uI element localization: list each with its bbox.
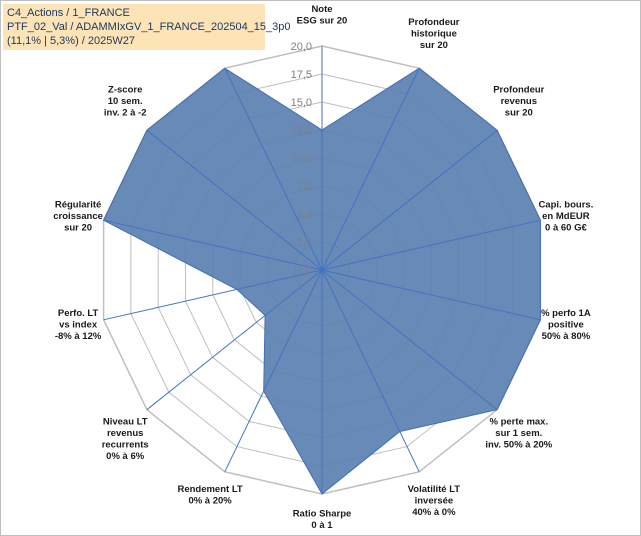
axis-label-line: croissance xyxy=(53,211,103,222)
axis-label: Régularité croissance sur 20 xyxy=(53,200,103,234)
axis-label-line: revenus xyxy=(107,428,143,439)
axis-label-line: Note xyxy=(311,4,332,15)
tick-label: 17,5 xyxy=(291,69,312,81)
chart-title-box: C4_Actions / 1_FRANCE PTF_02_Val / ADAMM… xyxy=(3,4,291,50)
axis-label: Volatilité LT inversée 40% à 0% xyxy=(408,484,461,518)
axis-label-line: Capi. bours. xyxy=(538,200,593,211)
tick-label: 15,0 xyxy=(291,97,312,109)
axis-label-line: Profondeur xyxy=(493,85,544,96)
axis-label-line: Profondeur xyxy=(408,17,459,28)
spoke-axis xyxy=(321,67,420,271)
axis-label-line: inv. 50% à 20% xyxy=(485,439,552,450)
spoke-axis xyxy=(103,269,323,321)
tick-label: 2,5 xyxy=(297,237,312,249)
tick-label: 7,5 xyxy=(297,181,312,193)
tick-label: 5,0 xyxy=(297,209,312,221)
axis-label: Capi. bours. en MdEUR 0 à 60 G€ xyxy=(538,200,593,234)
spoke-axis xyxy=(321,269,541,321)
axis-label-line: ESG sur 20 xyxy=(297,16,348,27)
axis-label: % perte max. sur 1 sem. inv. 50% à 20% xyxy=(485,416,552,450)
axis-label-line: 0 à 1 xyxy=(311,520,333,531)
spoke-axis xyxy=(224,269,323,473)
axis-label-line: inversée xyxy=(415,496,454,507)
axis-label: Ratio Sharpe 0 à 1 xyxy=(293,508,352,531)
axis-label-line: Volatilité LT xyxy=(408,484,461,495)
axis-label-line: sur 20 xyxy=(420,40,448,51)
axis-label: Rendement LT 0% à 20% xyxy=(177,484,242,507)
axis-label-line: positive xyxy=(548,320,584,331)
axis-label: Niveau LT revenus recurrents 0% à 6% xyxy=(102,416,149,462)
axis-label-line: sur 1 sem. xyxy=(495,428,542,439)
spoke-axis xyxy=(321,219,541,271)
tick-label: 12,5 xyxy=(291,125,312,137)
axis-label-line: 50% à 80% xyxy=(542,331,591,342)
axis-label-line: 40% à 0% xyxy=(412,507,456,518)
spoke-axis xyxy=(103,219,323,271)
axis-label-line: inv. 2 à -2 xyxy=(104,108,147,119)
tick-label: 0,0 xyxy=(297,265,312,277)
title-line-2: PTF_02_Val / ADAMMIxGV_1_FRANCE_202504_1… xyxy=(7,21,291,33)
tick-label: 20,0 xyxy=(291,41,312,53)
axis-label: Profondeur historique sur 20 xyxy=(408,17,459,51)
axis-label-line: Rendement LT xyxy=(177,484,242,495)
axis-label-line: % perte max. xyxy=(489,416,548,427)
axis-label-line: -8% à 12% xyxy=(55,331,102,342)
axis-label-line: sur 20 xyxy=(505,108,533,119)
spoke-axis xyxy=(224,67,323,271)
tick-label: 10,0 xyxy=(291,153,312,165)
axis-label-line: historique xyxy=(411,28,457,39)
axis-label-line: Perfo. LT xyxy=(58,308,99,319)
axis-label-line: 10 sem. xyxy=(108,96,143,107)
axis-label-line: sur 20 xyxy=(64,223,92,234)
axis-label-line: en MdEUR xyxy=(542,211,590,222)
spoke-axis xyxy=(146,129,323,271)
axis-label-line: vs index xyxy=(59,320,98,331)
axis-label: % perfo 1A positive 50% à 80% xyxy=(541,308,591,342)
axis-label-line: revenus xyxy=(501,96,537,107)
title-line-1: C4_Actions / 1_FRANCE xyxy=(7,7,130,19)
axis-label-line: 0% à 6% xyxy=(106,451,145,462)
spoke-axis xyxy=(321,269,420,473)
axis-label-line: recurrents xyxy=(102,439,149,450)
axis-label-line: 0% à 20% xyxy=(188,496,232,507)
axis-label-line: Niveau LT xyxy=(103,416,148,427)
spoke-axis xyxy=(146,269,323,411)
axis-label: Perfo. LT vs index -8% à 12% xyxy=(55,308,102,342)
axis-label-line: Ratio Sharpe xyxy=(293,508,352,519)
title-line-3: (11,1% | 5,3%) / 2025W27 xyxy=(7,35,135,47)
axis-label: Profondeur revenus sur 20 xyxy=(493,85,544,119)
axis-label-line: Z-score xyxy=(108,85,142,96)
axis-label-line: 0 à 60 G€ xyxy=(545,223,587,234)
axis-label: Z-score 10 sem. inv. 2 à -2 xyxy=(104,85,147,119)
axis-label-line: % perfo 1A xyxy=(541,308,591,319)
spoke-axis xyxy=(321,269,498,411)
axis-label-line: Régularité xyxy=(55,200,101,211)
spoke-axis xyxy=(321,129,498,271)
axis-label: Note ESG sur 20 xyxy=(297,4,348,27)
